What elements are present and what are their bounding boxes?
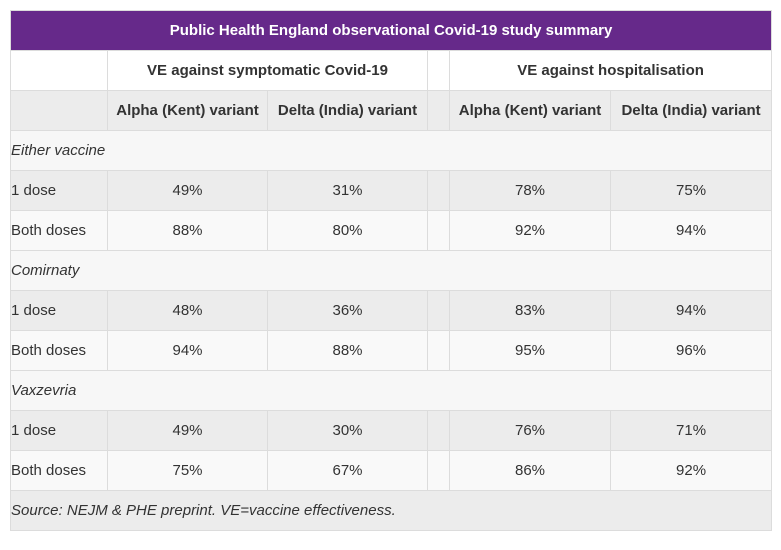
row-label: Both doses [10,330,108,371]
cell-spacer [427,290,450,331]
row-label: 1 dose [10,170,108,211]
subheader-sym-alpha: Alpha (Kent) variant [107,90,268,131]
subheader-spacer [427,90,450,131]
table-row: 1 dose 49% 30% 76% 71% [10,410,773,451]
cell-hosp-alpha: 76% [449,410,611,451]
section-heading: Either vaccine [9,130,773,171]
section-heading: Vaxzevria [9,370,773,411]
cell-spacer [427,210,450,251]
subheader-hosp-delta: Delta (India) variant [609,90,773,131]
cell-spacer [427,450,450,491]
cell-hosp-delta: 94% [609,210,773,251]
cell-hosp-delta: 75% [609,170,773,211]
header-blank [10,50,108,91]
cell-spacer [427,170,450,211]
table-row: 1 dose 48% 36% 83% 94% [10,290,773,331]
cell-hosp-delta: 71% [609,410,773,451]
cell-spacer [427,410,450,451]
cell-sym-alpha: 94% [107,330,268,371]
cell-hosp-delta: 92% [609,450,773,491]
cell-hosp-alpha: 83% [449,290,611,331]
cell-hosp-alpha: 95% [449,330,611,371]
cell-sym-alpha: 49% [107,170,268,211]
row-label: 1 dose [10,290,108,331]
cell-hosp-alpha: 86% [449,450,611,491]
cell-sym-alpha: 49% [107,410,268,451]
table-title: Public Health England observational Covi… [9,10,773,51]
cell-hosp-delta: 94% [609,290,773,331]
vaccine-effectiveness-table: Public Health England observational Covi… [9,10,773,531]
row-label: Both doses [10,450,108,491]
cell-hosp-alpha: 92% [449,210,611,251]
cell-sym-alpha: 88% [107,210,268,251]
subheader-hosp-alpha: Alpha (Kent) variant [449,90,611,131]
subheader-blank [10,90,108,131]
cell-hosp-delta: 96% [609,330,773,371]
subheader-sym-delta: Delta (India) variant [267,90,428,131]
source-note: Source: NEJM & PHE preprint. VE=vaccine … [9,490,773,531]
cell-sym-delta: 80% [267,210,428,251]
cell-sym-delta: 88% [267,330,428,371]
cell-sym-alpha: 75% [107,450,268,491]
header-spacer [427,50,450,91]
table-row: Both doses 88% 80% 92% 94% [10,210,773,251]
row-label: Both doses [10,210,108,251]
cell-sym-delta: 36% [267,290,428,331]
header-symptomatic: VE against symptomatic Covid-19 [107,50,428,91]
cell-spacer [427,330,450,371]
cell-sym-delta: 67% [267,450,428,491]
cell-sym-alpha: 48% [107,290,268,331]
cell-hosp-alpha: 78% [449,170,611,211]
header-hospitalisation: VE against hospitalisation [448,50,773,91]
cell-sym-delta: 31% [267,170,428,211]
section-heading: Comirnaty [9,250,773,291]
table-row: Both doses 94% 88% 95% 96% [10,330,773,371]
row-label: 1 dose [10,410,108,451]
cell-sym-delta: 30% [267,410,428,451]
table-row: 1 dose 49% 31% 78% 75% [10,170,773,211]
table-row: Both doses 75% 67% 86% 92% [10,450,773,491]
